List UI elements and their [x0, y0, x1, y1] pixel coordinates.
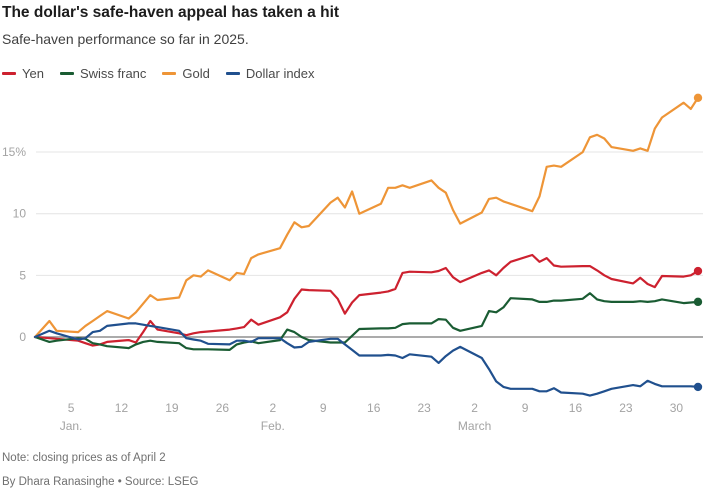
series-end-dot-gold	[693, 93, 703, 102]
line-chart: 0 5 10 15% 5 12 19 26 2 9 16 23 2 9 16 23 30 Jan. Feb. Marc…	[2, 93, 703, 433]
series-end-dot-yen	[693, 266, 703, 276]
legend-swatch-dollar-index	[225, 72, 240, 75]
x-axis-label: 19	[165, 401, 179, 415]
x-axis-label: 9	[320, 401, 327, 415]
legend-item-gold: Gold	[162, 66, 210, 81]
month-label: Feb.	[261, 419, 285, 433]
legend-swatch-swiss-franc	[59, 72, 74, 75]
legend-item-dollar-index: Dollar index	[225, 66, 315, 81]
x-axis-label: 26	[216, 401, 230, 415]
x-axis-label: 23	[417, 401, 431, 415]
legend-item-yen: Yen	[2, 66, 44, 81]
x-axis-label: 12	[115, 401, 129, 415]
series-line-dollar-index	[33, 322, 700, 397]
x-axis-label: 5	[68, 401, 75, 415]
series-end-dot-dollar-index	[693, 382, 703, 392]
y-axis-label: 5	[19, 268, 26, 282]
chart-title: The dollar's safe-haven appeal has taken…	[2, 4, 340, 21]
chart-subtitle: Safe-haven performance so far in 2025.	[2, 31, 249, 47]
x-axis-label: 23	[619, 401, 633, 415]
series-line-gold	[33, 96, 700, 339]
x-axis-label: 16	[367, 401, 381, 415]
footer-note: Note: closing prices as of April 2	[2, 452, 166, 464]
legend: Yen Swiss franc Gold Dollar index	[2, 66, 315, 81]
x-axis-label: 16	[569, 401, 583, 415]
series-line-swiss-franc	[33, 292, 700, 351]
y-axis-label: 10	[13, 207, 27, 221]
x-axis-label: 2	[269, 401, 276, 415]
y-axis-label: 0	[19, 330, 26, 344]
x-axis-label: 30	[670, 401, 684, 415]
legend-label: Swiss franc	[79, 66, 147, 81]
x-axis-label: 2	[471, 401, 478, 415]
footer-byline: By Dhara Ranasinghe • Source: LSEG	[2, 476, 199, 488]
legend-swatch-gold	[162, 72, 177, 75]
month-label: March	[458, 419, 491, 433]
legend-label: Yen	[22, 66, 44, 81]
legend-swatch-yen	[2, 72, 16, 75]
y-axis-label: 15%	[2, 145, 26, 159]
legend-label: Gold	[182, 66, 210, 81]
legend-label: Dollar index	[245, 66, 315, 81]
x-axis-label: 9	[522, 401, 529, 415]
legend-item-swiss-franc: Swiss franc	[59, 66, 147, 81]
series-end-dot-swiss-franc	[693, 297, 703, 307]
series-line-yen	[33, 253, 700, 347]
month-label: Jan.	[60, 419, 83, 433]
